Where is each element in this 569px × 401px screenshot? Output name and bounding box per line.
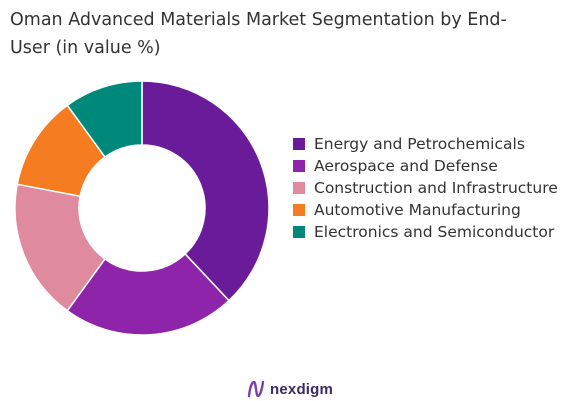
legend-item: Construction and Infrastructure bbox=[293, 177, 563, 199]
legend-label: Automotive Manufacturing bbox=[314, 201, 521, 219]
legend-swatch bbox=[293, 182, 305, 194]
legend-item: Aerospace and Defense bbox=[293, 155, 563, 177]
chart-legend: Energy and Petrochemicals Aerospace and D… bbox=[293, 133, 563, 243]
legend-item: Electronics and Semiconductor bbox=[293, 221, 563, 243]
donut-slice-construction-and-infrastructure bbox=[14, 183, 107, 312]
logo-text: nexdigm bbox=[270, 380, 334, 398]
donut-slice-energy-and-petrochemicals bbox=[141, 80, 270, 302]
legend-label: Energy and Petrochemicals bbox=[314, 135, 525, 153]
legend-swatch bbox=[293, 226, 305, 238]
legend-item: Energy and Petrochemicals bbox=[293, 133, 563, 155]
legend-label: Construction and Infrastructure bbox=[314, 179, 558, 197]
nexdigm-logo-icon bbox=[247, 380, 265, 398]
legend-item: Automotive Manufacturing bbox=[293, 199, 563, 221]
legend-swatch bbox=[293, 160, 305, 172]
legend-label: Aerospace and Defense bbox=[314, 157, 498, 175]
legend-label: Electronics and Semiconductor bbox=[314, 223, 555, 241]
legend-swatch bbox=[293, 204, 305, 216]
donut-slice-electronics-and-semiconductor bbox=[66, 80, 143, 159]
chart-title: Oman Advanced Materials Market Segmentat… bbox=[10, 10, 507, 58]
donut-slice-aerospace-and-defense bbox=[66, 252, 230, 336]
legend-swatch bbox=[293, 138, 305, 150]
nexdigm-logo: nexdigm bbox=[247, 378, 333, 400]
